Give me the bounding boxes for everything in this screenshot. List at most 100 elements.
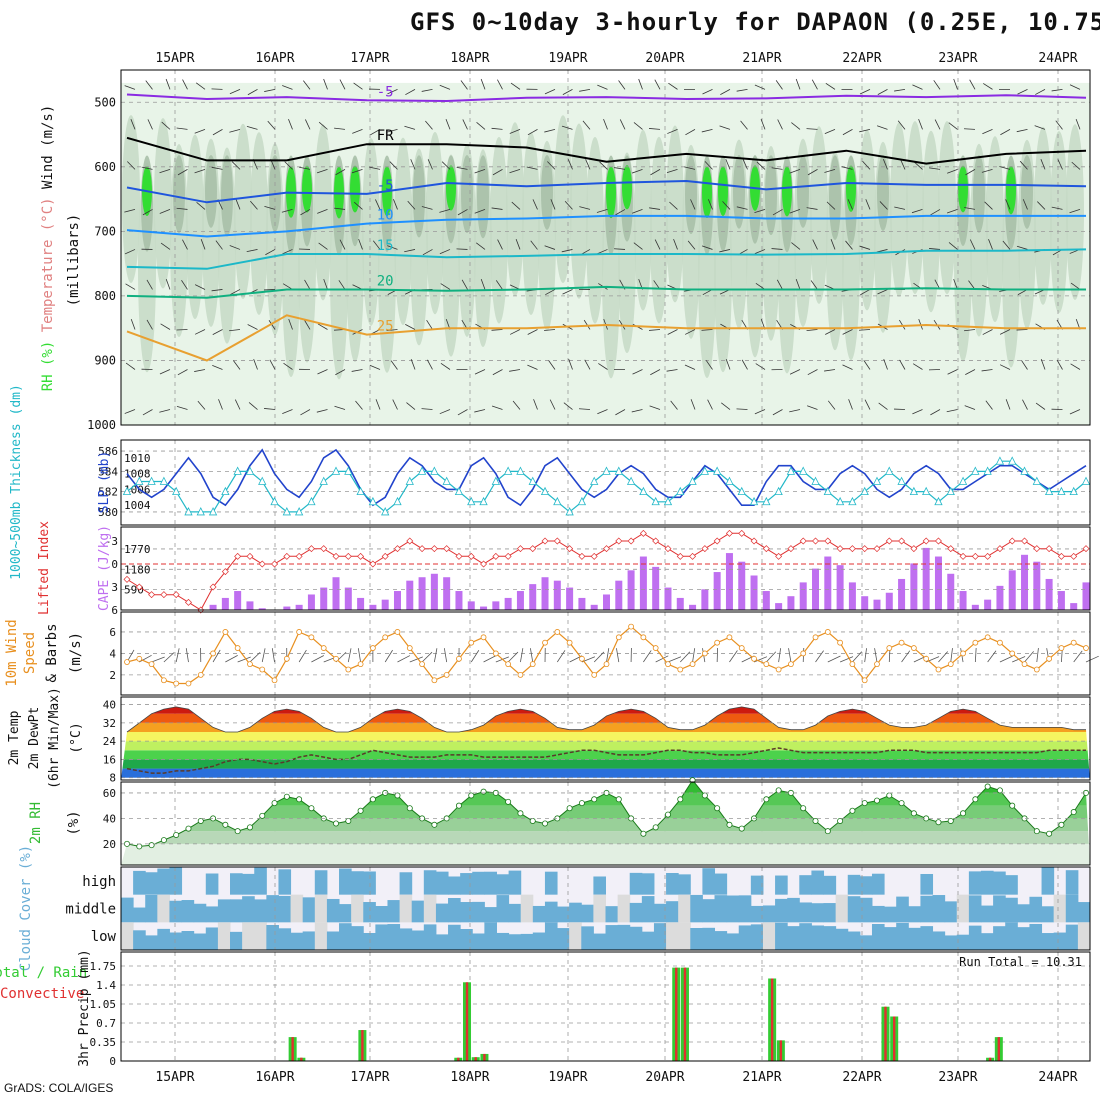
cape-bar-8 xyxy=(221,597,229,610)
upper-wind-barb-45-8 xyxy=(912,409,923,415)
precip-tick-0: 0 xyxy=(109,1055,116,1068)
wind10m-marker-21 xyxy=(382,634,389,641)
upper-wind-barb-24-5 xyxy=(545,289,556,296)
cloud-cell-0-30 xyxy=(484,871,497,895)
upper-wind-barb-52-2 xyxy=(1040,159,1046,170)
upper-wind-barb-0-4 xyxy=(124,249,136,255)
upper-wind-barb-41-2 xyxy=(841,166,853,170)
upper-wind-barb-40-3 xyxy=(826,201,836,210)
thickness-marker-44 xyxy=(663,496,673,506)
thickness-marker-49 xyxy=(725,476,734,485)
cloud-cell-1-43 xyxy=(641,896,655,923)
upper-wind-barb-39-8 xyxy=(807,405,818,410)
rh-shade-dark-5 xyxy=(205,155,217,228)
upper-wind-barb-51-8 xyxy=(1022,399,1028,410)
rh-shade-bright-20 xyxy=(446,165,456,211)
upper-wind-barb-1-8 xyxy=(142,409,153,416)
upper-wind-barb-18-5 xyxy=(440,283,451,290)
cloud-cell-1-9 xyxy=(230,899,243,923)
wind10m-barb-10 xyxy=(249,652,261,663)
wind10m-barb-46 xyxy=(692,648,696,663)
thickness-marker-50 xyxy=(737,486,746,496)
wind10m-barb-39 xyxy=(606,648,610,663)
isotherm-label-4: 15 xyxy=(377,238,394,254)
li-marker-24 xyxy=(418,545,426,553)
cloud-cell-1-53 xyxy=(762,905,776,923)
li-marker-2 xyxy=(148,591,156,599)
wind-frame xyxy=(120,611,1091,696)
rh-shade-dark-40 xyxy=(765,155,777,236)
cloud-cell-2-27 xyxy=(448,924,461,950)
isotherm-label-2: -5 xyxy=(377,178,394,194)
upper-wind-barb-30-6 xyxy=(649,329,661,331)
li-marker-44 xyxy=(664,545,672,553)
cloud-cell-1-60 xyxy=(847,896,861,923)
thickness-marker-10 xyxy=(245,466,255,475)
cape-bar-58 xyxy=(836,565,844,610)
li-marker-70 xyxy=(984,552,992,560)
wind10m-barb-22 xyxy=(397,655,411,663)
upper-wind-barb-36-5 xyxy=(755,282,766,290)
rh-band-0 xyxy=(121,843,1090,865)
upper-wind-barb-18-1 xyxy=(445,118,451,130)
thickness-marker-21 xyxy=(381,507,390,516)
wind10m-marker-15 xyxy=(308,634,315,641)
upper-wind-barb-29-2 xyxy=(631,169,643,174)
li-marker-63 xyxy=(898,537,906,545)
wind10m-marker-0 xyxy=(124,659,130,665)
cloud-ylabel: Cloud Cover (%) xyxy=(18,845,34,971)
li-marker-34 xyxy=(541,537,549,545)
upper-wind-barb-18-7 xyxy=(440,362,451,370)
upper-wind-barb-31-6 xyxy=(667,329,678,335)
temp-band-1 xyxy=(121,759,1090,769)
isotherm-0 xyxy=(126,93,1087,103)
rh-marker-37 xyxy=(578,800,585,807)
rh-marker-11 xyxy=(259,812,266,819)
upper-wind-barb-41-4 xyxy=(845,240,853,250)
li-marker-61 xyxy=(873,545,881,553)
upper-wind-barb-38-4 xyxy=(791,242,801,250)
upper-wind-barb-27-4 xyxy=(597,249,608,255)
cloud-cell-1-11 xyxy=(254,899,267,923)
thickness-marker-34 xyxy=(540,486,550,496)
li-marker-75 xyxy=(1045,545,1053,553)
upper-wind-barb-8-4 xyxy=(265,249,276,256)
date-label-top-5: 20APR xyxy=(645,51,684,66)
upper-wind-barb-49-0 xyxy=(983,83,993,90)
cloud-cell-1-36 xyxy=(557,906,570,923)
wind10m-barb-31 xyxy=(507,651,519,663)
thickness-marker-68 xyxy=(958,476,968,485)
rh-shade-33 xyxy=(650,136,668,324)
wind10m-barb-33 xyxy=(530,648,534,663)
wind10m-marker-47 xyxy=(701,650,708,657)
li-marker-69 xyxy=(971,552,979,560)
upper-wind-barb-47-8 xyxy=(946,409,958,413)
isotherm-label-5: 20 xyxy=(377,273,394,289)
cloud-cell-1-24 xyxy=(411,900,425,923)
thickness-ylabel: 1000~500mb Thickness (dm) xyxy=(9,384,24,580)
thickness-marker-33 xyxy=(528,476,537,485)
li-tick-2: 3 xyxy=(111,581,118,594)
upper-wind-barb-46-0 xyxy=(933,80,941,90)
chart-title: GFS 0~10day 3-hourly for DAPAON (0.25E, … xyxy=(410,8,1100,36)
pressure-tick-0: 500 xyxy=(94,95,116,109)
upper-wind-barb-27-8 xyxy=(597,409,608,415)
wind10m-barb-35 xyxy=(556,650,566,663)
upper-wind-barb-0-3 xyxy=(124,209,136,213)
cloud-cell-1-77 xyxy=(1053,894,1067,923)
cloud-cell-2-28 xyxy=(460,928,473,950)
cloud-cell-2-52 xyxy=(750,924,764,950)
upper-wind-barb-54-1 xyxy=(1075,118,1081,130)
precip-tick-5: 1.75 xyxy=(90,960,117,973)
pressure-tick-3: 800 xyxy=(94,289,116,303)
cape-bar-16 xyxy=(320,587,328,610)
rh-shade-51 xyxy=(938,121,956,295)
rh-marker-38 xyxy=(591,796,598,803)
upper-wind-barb-22-2 xyxy=(509,169,521,174)
rh-shade-dark-44 xyxy=(829,155,841,241)
upper-wind-barb-17-4 xyxy=(422,249,433,256)
upper-wind-barb-34-3 xyxy=(722,201,731,210)
thickness-marker-69 xyxy=(971,466,980,475)
rh-shade-bright-31 xyxy=(622,165,632,210)
rh2m-yunit: (%) xyxy=(66,810,82,835)
